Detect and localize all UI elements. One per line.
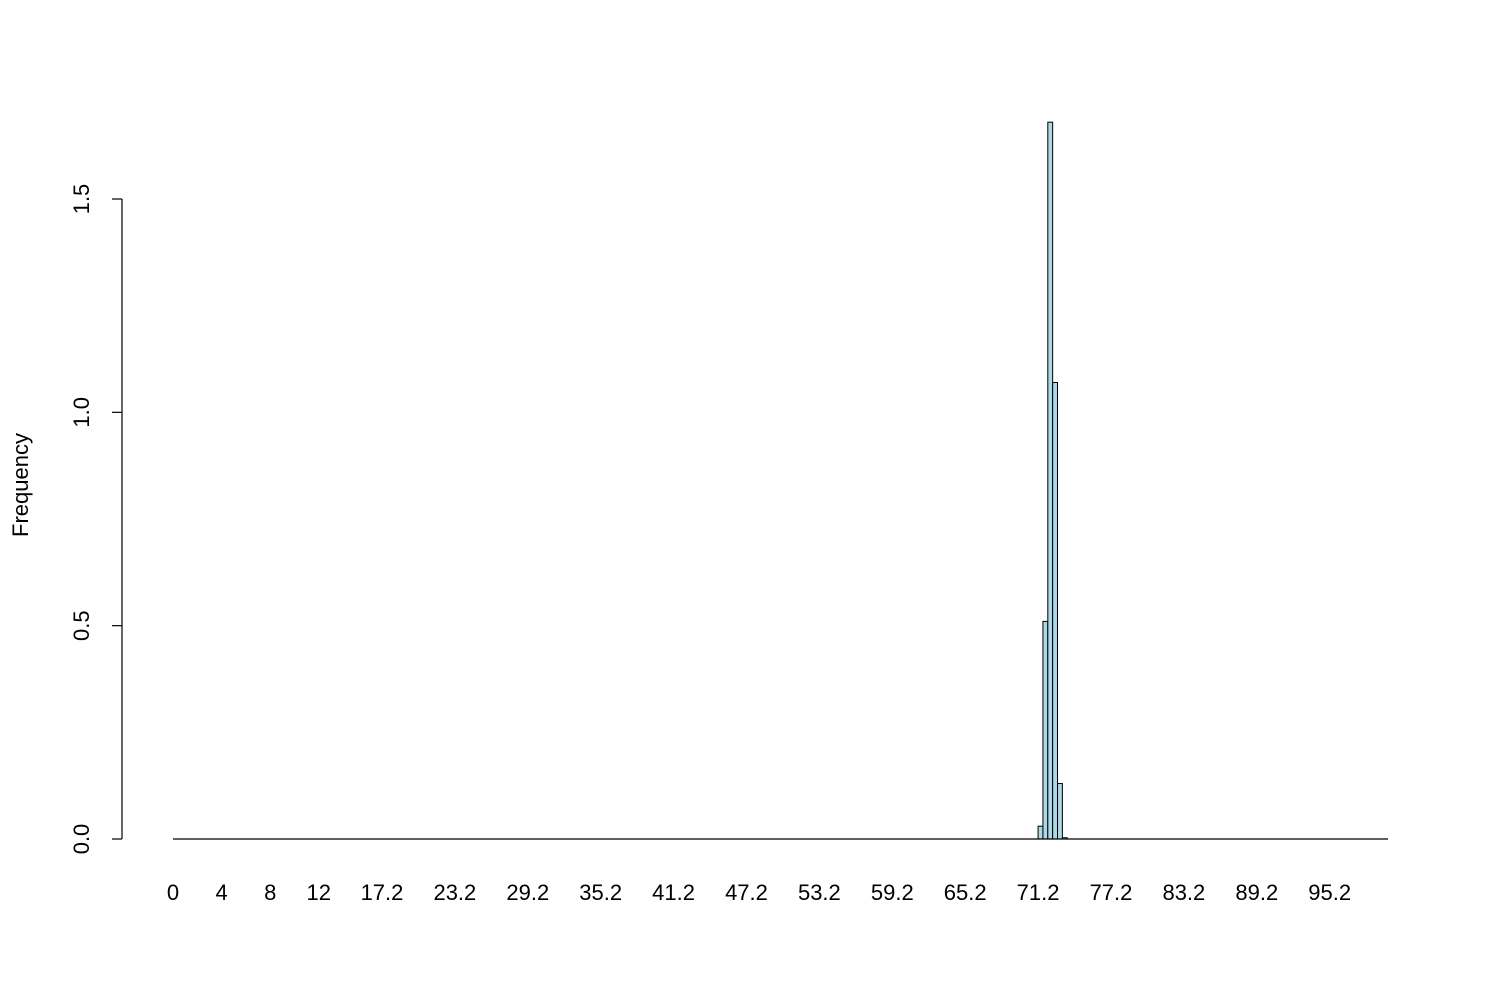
x-tick-label-4: 17.2 bbox=[361, 880, 404, 905]
x-tick-label-1: 4 bbox=[215, 880, 227, 905]
x-tick-label-3: 12 bbox=[307, 880, 331, 905]
y-tick-label-2: 1.0 bbox=[69, 397, 94, 428]
bars-layer bbox=[1037, 121, 1068, 840]
y-tick-label-0: 0.0 bbox=[69, 824, 94, 855]
histogram-bar-3 bbox=[1052, 381, 1059, 840]
y-axis-ticks: 0.0 0.5 1.0 1.5 bbox=[69, 184, 122, 855]
y-axis-label: Frequency bbox=[8, 433, 33, 537]
x-tick-label-13: 71.2 bbox=[1017, 880, 1060, 905]
x-tick-label-5: 23.2 bbox=[433, 880, 476, 905]
y-tick-label-3: 1.5 bbox=[69, 184, 94, 215]
x-tick-label-11: 59.2 bbox=[871, 880, 914, 905]
x-tick-label-2: 8 bbox=[264, 880, 276, 905]
histogram-bar-4 bbox=[1057, 783, 1063, 840]
x-tick-label-16: 89.2 bbox=[1235, 880, 1278, 905]
x-tick-label-15: 83.2 bbox=[1162, 880, 1205, 905]
histogram-bar-2 bbox=[1047, 121, 1054, 840]
x-tick-label-17: 95.2 bbox=[1308, 880, 1351, 905]
x-tick-label-9: 47.2 bbox=[725, 880, 768, 905]
histogram-bar-0 bbox=[1037, 825, 1044, 840]
x-tick-label-7: 35.2 bbox=[579, 880, 622, 905]
x-tick-label-8: 41.2 bbox=[652, 880, 695, 905]
x-tick-label-14: 77.2 bbox=[1090, 880, 1133, 905]
y-tick-label-1: 0.5 bbox=[69, 610, 94, 641]
histogram-bar-1 bbox=[1042, 620, 1049, 840]
x-tick-label-12: 65.2 bbox=[944, 880, 987, 905]
x-tick-label-10: 53.2 bbox=[798, 880, 841, 905]
x-axis-tick-labels: 0 4 8 12 17.2 23.2 29.2 35.2 41.2 47.2 53.2 59.2 65.… bbox=[167, 880, 1351, 905]
x-tick-label-0: 0 bbox=[167, 880, 179, 905]
x-tick-label-6: 29.2 bbox=[506, 880, 549, 905]
